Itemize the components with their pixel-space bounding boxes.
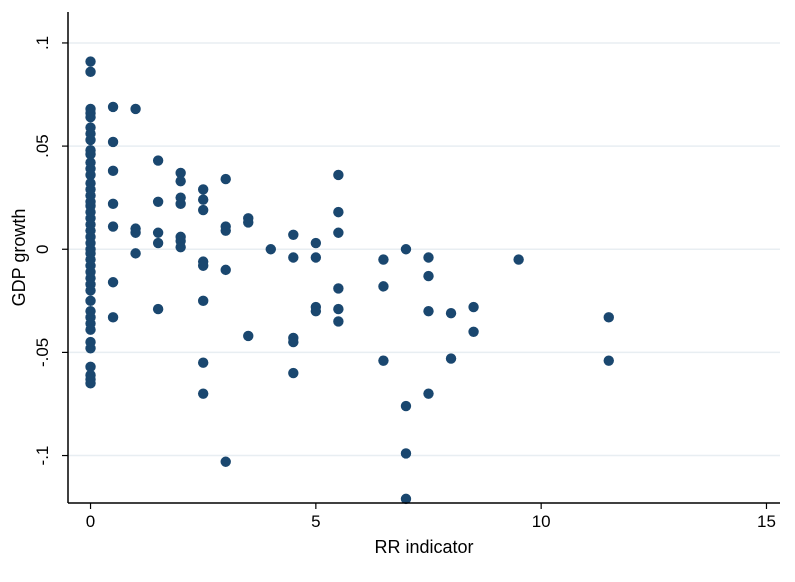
x-axis-title: RR indicator (374, 537, 473, 557)
data-point (310, 252, 322, 263)
y-tick-label: .05 (33, 134, 52, 158)
data-point (197, 295, 209, 307)
data-point (310, 305, 322, 317)
data-point (468, 326, 479, 337)
x-tick-label: 10 (532, 512, 551, 531)
data-point (152, 155, 164, 166)
data-point (220, 225, 231, 236)
data-point (220, 264, 231, 276)
y-axis-ticks: -.1 -.05 0 .05 .1 (33, 36, 68, 466)
data-point (152, 237, 164, 249)
data-point (130, 227, 141, 238)
y-tick-label: -.1 (33, 446, 52, 466)
data-point (85, 112, 96, 123)
data-point (107, 101, 119, 113)
x-tick-label: 5 (311, 512, 320, 531)
data-point (288, 229, 299, 241)
data-point (333, 316, 344, 327)
data-point (423, 270, 434, 282)
data-points (85, 56, 614, 505)
data-point (265, 244, 276, 255)
data-point (107, 165, 119, 177)
data-point (85, 66, 96, 78)
data-point (288, 336, 299, 348)
data-point (197, 194, 209, 205)
data-point (152, 303, 164, 315)
data-point (378, 355, 389, 366)
data-point (85, 295, 96, 307)
data-point (423, 388, 434, 399)
data-point (400, 400, 412, 412)
data-point (243, 330, 254, 342)
data-point (423, 305, 434, 317)
data-point (107, 221, 119, 232)
data-point (85, 378, 96, 389)
data-point (333, 283, 344, 294)
data-point (197, 184, 209, 195)
data-point (310, 237, 322, 249)
data-point (197, 357, 209, 368)
data-point (243, 217, 254, 228)
data-point (175, 167, 186, 179)
x-tick-label: 15 (757, 512, 776, 531)
data-point (333, 206, 344, 218)
x-axis-ticks: 0 5 10 15 (86, 503, 776, 531)
data-point (175, 175, 186, 187)
data-point (85, 361, 96, 373)
data-point (333, 303, 344, 315)
data-point (288, 367, 299, 379)
y-tick-label: 0 (33, 245, 52, 254)
data-point (378, 281, 389, 292)
data-point (85, 149, 96, 160)
data-point (400, 448, 412, 459)
gridlines (68, 42, 780, 457)
data-point (85, 324, 96, 335)
data-point (175, 198, 186, 210)
y-tick-label: .1 (33, 36, 52, 50)
data-point (333, 169, 344, 181)
data-point (468, 301, 479, 313)
y-axis-title: GDP growth (9, 209, 29, 307)
data-point (288, 252, 299, 263)
data-point (85, 343, 96, 354)
data-point (130, 248, 141, 259)
data-point (175, 241, 186, 253)
data-point (220, 173, 231, 185)
data-point (378, 254, 389, 265)
data-point (85, 56, 96, 67)
x-tick-label: 0 (86, 512, 95, 531)
data-point (85, 169, 96, 181)
data-point (603, 355, 614, 366)
data-point (107, 198, 119, 210)
data-point (423, 252, 434, 263)
y-tick-label: -.05 (33, 338, 52, 367)
data-point (197, 204, 209, 216)
data-point (445, 353, 457, 364)
data-point (513, 254, 524, 265)
data-point (85, 134, 96, 146)
data-point (197, 388, 209, 399)
data-point (445, 308, 457, 319)
data-point (107, 136, 119, 148)
data-point (333, 227, 344, 238)
data-point (220, 456, 231, 467)
data-point (400, 244, 412, 255)
data-point (107, 277, 119, 288)
data-point (130, 103, 141, 115)
data-point (107, 312, 119, 323)
data-point (152, 196, 164, 207)
data-point (85, 285, 96, 296)
data-point (197, 260, 209, 271)
data-point (152, 227, 164, 238)
data-point (603, 312, 614, 323)
data-point (400, 493, 412, 505)
